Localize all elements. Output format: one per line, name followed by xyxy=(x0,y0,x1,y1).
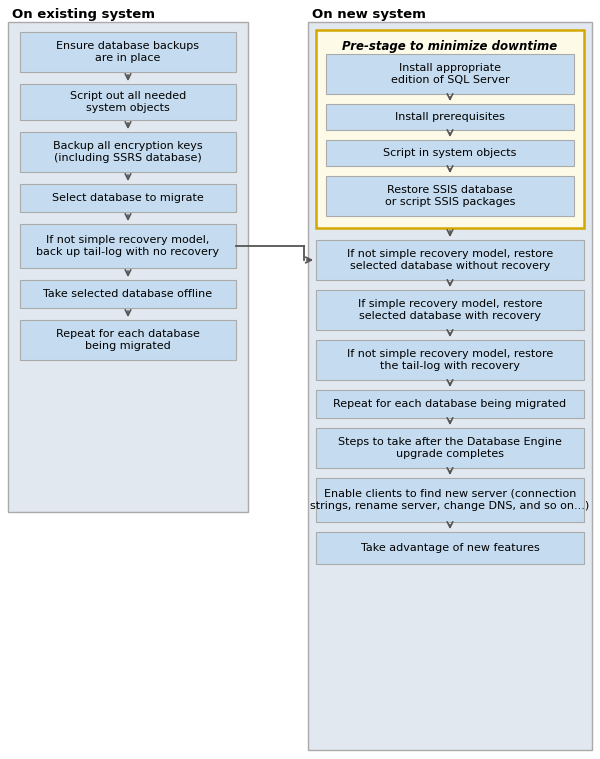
Bar xyxy=(308,22,592,750)
Bar xyxy=(20,84,236,120)
Text: Take advantage of new features: Take advantage of new features xyxy=(361,543,539,553)
Text: Backup all encryption keys
(including SSRS database): Backup all encryption keys (including SS… xyxy=(53,141,203,163)
Bar xyxy=(316,290,584,330)
Bar xyxy=(316,428,584,468)
Text: Ensure database backups
are in place: Ensure database backups are in place xyxy=(56,41,199,63)
Bar xyxy=(316,30,584,228)
Bar xyxy=(326,104,574,130)
Text: Restore SSIS database
or script SSIS packages: Restore SSIS database or script SSIS pac… xyxy=(385,184,515,207)
Text: Enable clients to find new server (connection
strings, rename server, change DNS: Enable clients to find new server (conne… xyxy=(310,489,590,512)
Bar xyxy=(20,32,236,72)
Bar xyxy=(316,390,584,418)
Text: Install appropriate
edition of SQL Server: Install appropriate edition of SQL Serve… xyxy=(391,63,509,85)
Bar xyxy=(316,340,584,380)
Text: On new system: On new system xyxy=(312,8,426,21)
Bar xyxy=(20,184,236,212)
Text: If not simple recovery model, restore
the tail-log with recovery: If not simple recovery model, restore th… xyxy=(347,349,553,371)
Text: If simple recovery model, restore
selected database with recovery: If simple recovery model, restore select… xyxy=(358,299,542,321)
Bar xyxy=(20,280,236,308)
Text: Script out all needed
system objects: Script out all needed system objects xyxy=(70,91,186,113)
Text: Repeat for each database
being migrated: Repeat for each database being migrated xyxy=(56,329,200,351)
Bar xyxy=(8,22,248,512)
Bar xyxy=(326,54,574,94)
Text: If not simple recovery model, restore
selected database without recovery: If not simple recovery model, restore se… xyxy=(347,249,553,271)
Bar xyxy=(326,176,574,216)
Text: Select database to migrate: Select database to migrate xyxy=(52,193,204,203)
Text: Install prerequisites: Install prerequisites xyxy=(395,112,505,122)
Bar xyxy=(20,224,236,268)
Bar xyxy=(316,532,584,564)
Bar xyxy=(20,320,236,360)
Bar xyxy=(316,240,584,280)
Text: Steps to take after the Database Engine
upgrade completes: Steps to take after the Database Engine … xyxy=(338,436,562,459)
Bar xyxy=(326,140,574,166)
Text: If not simple recovery model,
back up tail-log with no recovery: If not simple recovery model, back up ta… xyxy=(37,235,220,257)
Bar xyxy=(20,132,236,172)
Text: Take selected database offline: Take selected database offline xyxy=(43,289,212,299)
Text: Pre-stage to minimize downtime: Pre-stage to minimize downtime xyxy=(343,40,557,53)
Text: Script in system objects: Script in system objects xyxy=(383,148,517,158)
Text: Repeat for each database being migrated: Repeat for each database being migrated xyxy=(334,399,566,409)
Bar xyxy=(316,478,584,522)
Text: On existing system: On existing system xyxy=(12,8,155,21)
